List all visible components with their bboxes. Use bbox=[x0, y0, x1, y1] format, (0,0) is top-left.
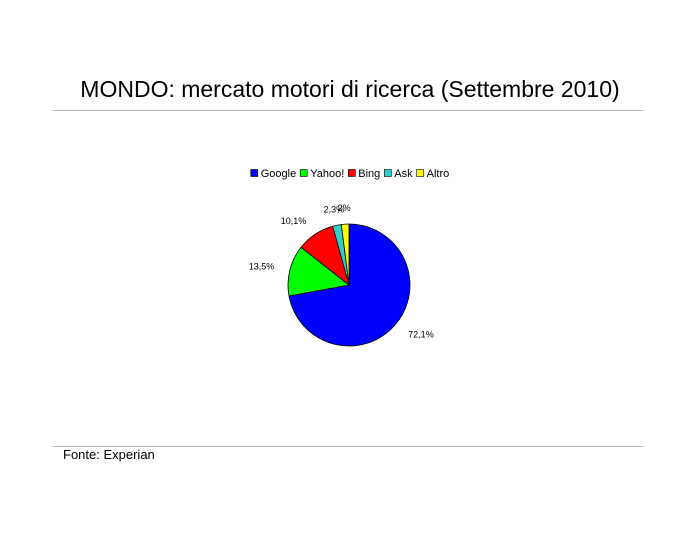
source-note: Fonte: Experian bbox=[63, 447, 155, 462]
pie-slice-altro bbox=[340, 223, 350, 286]
legend-swatch-bing bbox=[347, 169, 356, 177]
data-label-yahoo: 13,5% bbox=[249, 262, 275, 272]
data-labels: 72,1% 13,5% 10,1% 2,3%2% bbox=[249, 203, 434, 339]
legend-swatch-altro bbox=[416, 169, 424, 177]
legend-label-google: Google bbox=[261, 168, 296, 180]
data-label-google: 72,1% bbox=[408, 329, 434, 339]
legend-swatch-ask bbox=[383, 169, 392, 177]
legend-label-bing: Bing bbox=[358, 168, 380, 180]
pie-slices bbox=[287, 223, 411, 347]
legend-item-yahoo: Yahoo! bbox=[299, 168, 344, 180]
chart-legend: Google Yahoo! Bing Ask Altro bbox=[250, 168, 450, 180]
title-divider bbox=[53, 110, 643, 111]
legend-label-yahoo: Yahoo! bbox=[310, 168, 344, 180]
legend-item-altro: Altro bbox=[416, 168, 450, 180]
data-label-ask: 2,3% bbox=[324, 205, 345, 215]
legend-item-google: Google bbox=[250, 168, 296, 180]
legend-label-altro: Altro bbox=[427, 168, 450, 180]
data-label-bing: 10,1% bbox=[281, 216, 307, 226]
legend-label-ask: Ask bbox=[394, 168, 413, 180]
data-label-altro: 2% bbox=[338, 203, 351, 213]
page-title: MONDO: mercato motori di ricerca (Settem… bbox=[80, 76, 620, 102]
legend-item-ask: Ask bbox=[383, 168, 413, 180]
legend-swatch-yahoo bbox=[299, 169, 308, 177]
footer-divider bbox=[53, 446, 643, 447]
legend-item-bing: Bing bbox=[347, 168, 380, 180]
legend-swatch-google bbox=[250, 169, 259, 177]
